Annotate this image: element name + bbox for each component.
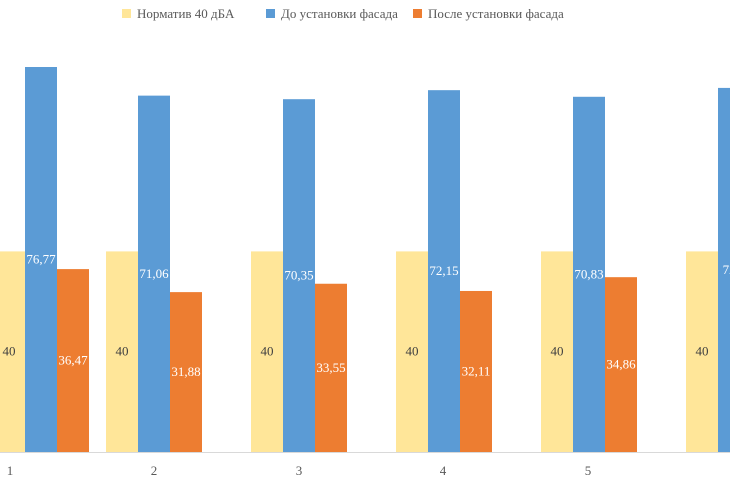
legend-swatch xyxy=(122,9,131,18)
data-label: 70,83 xyxy=(574,266,603,281)
data-label: 34,86 xyxy=(606,357,636,372)
data-label: 36,47 xyxy=(58,353,88,368)
legend: Норматив 40 дБА До установки фасада После … xyxy=(122,6,564,21)
data-label: 40 xyxy=(696,344,709,359)
legend-swatch xyxy=(413,9,422,18)
x-tick-label: 2 xyxy=(151,463,158,478)
data-label: 40 xyxy=(261,344,274,359)
legend-item: Норматив 40 дБА xyxy=(122,6,235,21)
legend-item: До установки фасада xyxy=(266,6,398,21)
data-label: 72,15 xyxy=(429,263,458,278)
legend-swatch xyxy=(266,9,275,18)
data-label: 32,11 xyxy=(462,363,491,378)
data-label: 40 xyxy=(3,344,16,359)
data-label: 40 xyxy=(551,344,564,359)
data-label: 40 xyxy=(406,344,419,359)
legend-label: До установки фасада xyxy=(281,6,398,21)
legend-item: После установки фасада xyxy=(413,6,564,21)
x-tick-label: 1 xyxy=(7,463,14,478)
bars: 40 76,77 36,47 40 71,06 31,88 40 70,35 33,55 40 72… xyxy=(0,67,730,452)
x-tick-label: 4 xyxy=(440,463,447,478)
data-label: 33,55 xyxy=(316,360,345,375)
data-label: 71,06 xyxy=(139,266,169,281)
x-tick-label: 5 xyxy=(585,463,592,478)
data-label: 31,88 xyxy=(171,364,200,379)
legend-label: Норматив 40 дБА xyxy=(137,6,235,21)
data-label: 70,35 xyxy=(284,268,313,283)
legend-label: После установки фасада xyxy=(428,6,564,21)
data-label: 72,6 xyxy=(723,262,730,277)
data-label: 76,77 xyxy=(26,252,56,267)
x-tick-label: 3 xyxy=(296,463,303,478)
data-label: 40 xyxy=(116,344,129,359)
